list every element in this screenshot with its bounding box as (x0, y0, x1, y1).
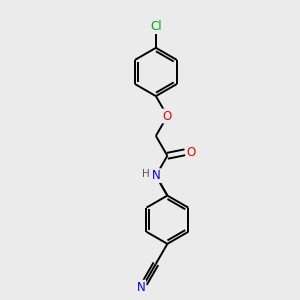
Text: O: O (163, 110, 172, 122)
Text: N: N (136, 281, 145, 294)
Text: Cl: Cl (150, 20, 162, 33)
Text: O: O (186, 146, 196, 159)
Text: H: H (142, 169, 149, 179)
Text: N: N (152, 169, 160, 182)
